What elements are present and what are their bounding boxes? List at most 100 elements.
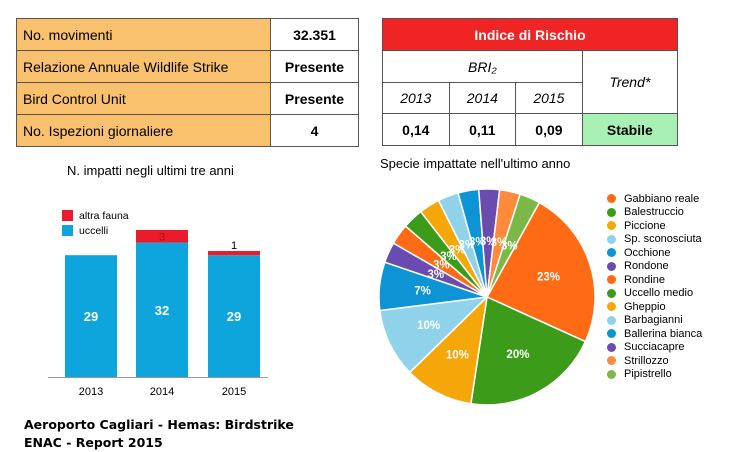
pie-chart: 23%20%10%10%7%3%3%3%3%3%3%3%3%3% xyxy=(378,188,596,406)
legend-item: Strillozzo xyxy=(607,354,702,368)
bri-value-2015: 0,09 xyxy=(515,113,583,146)
pie-slice-label: 3% xyxy=(440,251,457,263)
bar-value-label: 29 xyxy=(84,309,98,324)
legend-item: Rondine xyxy=(607,273,702,287)
pie-slice xyxy=(486,193,541,298)
pie-slice-label: 20% xyxy=(506,349,529,361)
bar-uccelli-2013 xyxy=(65,255,117,377)
legend-label: Piccione xyxy=(624,219,666,232)
year-2013: 2013 xyxy=(382,82,450,114)
legend-item: Piccione xyxy=(607,219,702,233)
legend-swatch xyxy=(607,369,616,379)
pie-slice-label: 3% xyxy=(449,244,466,256)
legend-swatch xyxy=(607,302,616,312)
bar-chart: 29 2013 32 3 2014 29 1 2015 altra fauna uccelli xyxy=(48,210,268,398)
legend-item: Gheppio xyxy=(607,300,702,314)
legend-label: Strillozzo xyxy=(624,354,669,367)
bar-chart-title: N. impatti negli ultimi tre anni xyxy=(67,163,234,178)
legend-item: Balestruccio xyxy=(607,206,702,220)
bar-value-label: 29 xyxy=(227,309,241,324)
legend-label: Gabbiano reale xyxy=(624,192,700,205)
row-label: Bird Control Unit xyxy=(16,82,271,115)
year-2014: 2014 xyxy=(448,82,517,114)
pie-slice-label: 3% xyxy=(458,240,475,252)
trend-status: Stabile xyxy=(581,113,679,146)
legend-label: Uccello medio xyxy=(624,287,694,300)
row-label: No. Ispezioni giornaliere xyxy=(16,114,271,147)
legend-swatch xyxy=(607,315,616,325)
row-value: 32.351 xyxy=(270,18,359,51)
legend-label: Balestruccio xyxy=(624,206,684,219)
bri-label: BRI₂ xyxy=(382,50,583,83)
x-tick-label: 2013 xyxy=(79,386,103,398)
bar-altra-fauna-2015 xyxy=(208,251,260,256)
pie-legend: Gabbiano reale Balestruccio Piccione Sp. sc… xyxy=(607,192,702,381)
legend-item: Ballerina bianca xyxy=(607,327,702,341)
row-value: Presente xyxy=(270,50,359,83)
legend-item: Barbagianni xyxy=(607,314,702,328)
legend-label: Occhione xyxy=(624,246,671,259)
pie-slice-label: 3% xyxy=(501,240,518,252)
risk-index-table: Indice di Rischio BRI₂ Trend* 2013 2014 … xyxy=(382,18,679,146)
bar-other-label: 1 xyxy=(231,240,237,252)
table-row: No. Ispezioni giornaliere 4 xyxy=(16,114,359,147)
row-value: Presente xyxy=(270,82,359,115)
legend-item: Gabbiano reale xyxy=(607,192,702,206)
legend-label: Succiacapre xyxy=(624,341,685,354)
legend-item: Sp. sconosciuta xyxy=(607,233,702,247)
legend-swatch xyxy=(607,329,616,339)
pie-chart-title: Specie impattate nell'ultimo anno xyxy=(380,156,571,171)
legend-label: Rondone xyxy=(624,260,669,273)
bar-altra-fauna-2014 xyxy=(136,230,188,243)
legend-item: Occhione xyxy=(607,246,702,260)
legend-label: Barbagianni xyxy=(624,314,683,327)
legend-swatch xyxy=(607,275,616,285)
table-row: No. movimenti 32.351 xyxy=(16,18,359,51)
bri-value-2014: 0,11 xyxy=(448,113,517,146)
pie-slice-label: 3% xyxy=(433,259,450,271)
pie-slice-label: 3% xyxy=(480,236,497,248)
x-tick-label: 2015 xyxy=(222,386,246,398)
legend-item: Pipistrello xyxy=(607,368,702,382)
legend-label: uccelli xyxy=(79,225,108,237)
legend-item: Uccello medio xyxy=(607,287,702,301)
legend-swatch xyxy=(607,248,616,258)
legend-label: Gheppio xyxy=(624,300,666,313)
pie-slice xyxy=(485,201,596,343)
pie-slice-label: 10% xyxy=(417,320,440,332)
table-row: Bird Control Unit Presente xyxy=(16,82,359,115)
pie-slice-label: 23% xyxy=(537,272,560,284)
airport-info-table: No. movimenti 32.351 Relazione Annuale W… xyxy=(16,18,359,147)
source-caption: Aeroporto Cagliari - Hemas: Birdstrike E… xyxy=(24,416,294,452)
pie-slice-label: 3% xyxy=(469,237,486,249)
legend-label: Rondine xyxy=(624,273,665,286)
legend-item: Succiacapre xyxy=(607,341,702,355)
trend-label: Trend* xyxy=(581,50,679,114)
pie-slice xyxy=(379,295,490,374)
legend-swatch xyxy=(607,288,616,298)
pie-slice xyxy=(408,294,489,405)
row-label: Relazione Annuale Wildlife Strike xyxy=(16,50,271,83)
bar-other-label: 3 xyxy=(159,231,165,243)
legend-swatch xyxy=(607,194,616,204)
bar-uccelli-2014 xyxy=(136,242,188,377)
pie-slice-label: 10% xyxy=(446,350,469,362)
legend-swatch xyxy=(607,356,616,366)
legend-label: Pipistrello xyxy=(624,368,672,381)
legend-label: Sp. sconosciuta xyxy=(624,233,702,246)
legend-swatch xyxy=(62,210,73,221)
legend-label: altra fauna xyxy=(79,210,129,222)
legend-swatch xyxy=(607,234,616,244)
bar-value-label: 32 xyxy=(155,303,169,318)
legend-swatch xyxy=(607,207,616,217)
row-value: 4 xyxy=(270,114,359,147)
pie-slice-label: 3% xyxy=(428,269,445,281)
x-tick-label: 2014 xyxy=(150,386,174,398)
legend-swatch xyxy=(607,342,616,352)
legend-swatch xyxy=(62,225,73,236)
table-row: Relazione Annuale Wildlife Strike Presen… xyxy=(16,50,359,83)
legend-swatch xyxy=(607,221,616,231)
row-label: No. movimenti xyxy=(16,18,271,51)
pie-slice xyxy=(470,295,587,406)
legend-item: Rondone xyxy=(607,260,702,274)
